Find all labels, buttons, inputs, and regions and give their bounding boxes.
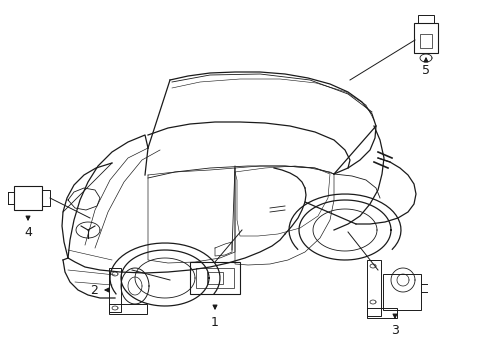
Bar [190,262,240,294]
Bar [419,34,431,48]
Bar [196,268,234,288]
Bar [14,186,42,210]
Text: 4: 4 [24,225,32,239]
Bar [382,274,420,310]
Bar [206,272,223,284]
Bar [366,260,380,316]
Bar [413,23,437,53]
Text: 3: 3 [390,324,398,337]
Bar [417,15,433,23]
Bar [109,268,121,312]
Text: 5: 5 [421,63,429,77]
Text: 1: 1 [211,315,219,328]
Text: 2: 2 [90,284,98,297]
Bar [42,190,50,206]
Bar [109,304,147,314]
Bar [366,308,396,318]
